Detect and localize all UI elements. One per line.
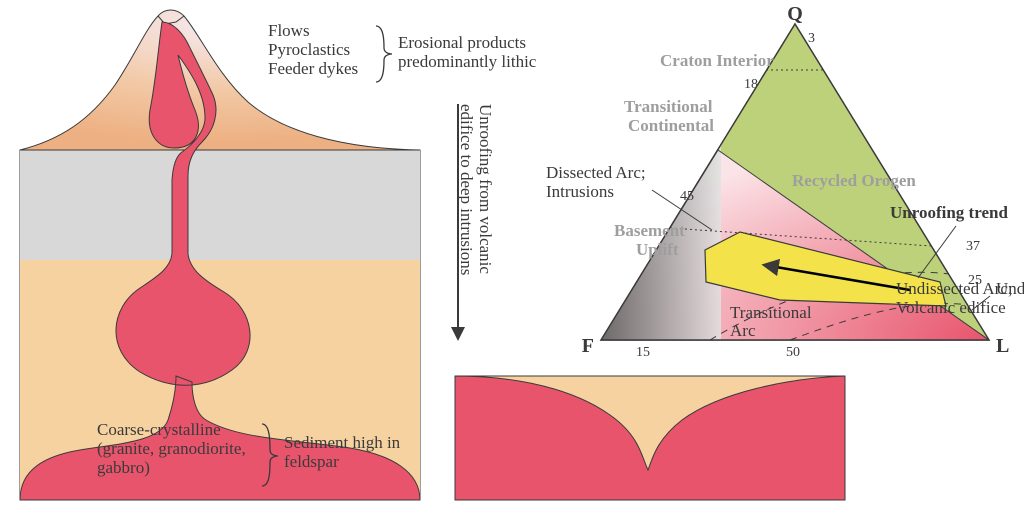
brace-top-line1: Erosional products <box>398 33 526 52</box>
fld-tc2: Continental <box>628 116 714 135</box>
num-15: 15 <box>636 345 650 360</box>
num-50: 50 <box>786 345 800 360</box>
undissected-line-2: Volcanic edifice <box>896 298 1006 317</box>
unroof-line1: Unroofing from volcanic <box>476 104 495 274</box>
label-coarse3: gabbro) <box>97 458 150 477</box>
field-basement-left <box>601 24 721 354</box>
fld-tc1: Transitional <box>624 97 713 116</box>
apex-f: F <box>582 335 594 357</box>
label-coarse1: Coarse-crystalline <box>97 420 221 439</box>
num-18: 18 <box>744 77 758 92</box>
label-pyro: Pyroclastics <box>268 40 350 59</box>
fld-ta1: Transitional <box>730 303 812 322</box>
num-37: 37 <box>966 239 980 254</box>
upper-crust-layer <box>20 150 420 260</box>
eroded-inset <box>455 376 845 500</box>
num-45: 45 <box>680 189 694 204</box>
brace-bot-line1: Sediment high in <box>284 433 401 452</box>
call-unroof: Unroofing trend <box>890 203 1008 222</box>
unroofing-arrow-group: Unroofing from volcanic edifice to deep … <box>457 104 495 334</box>
fld-ta2: Arc <box>730 321 756 340</box>
label-coarse2: (granite, granodiorite, <box>97 439 246 458</box>
label-flows: Flows <box>268 21 310 40</box>
fld-craton: Craton Interior <box>660 51 774 70</box>
fld-bu2: Uplift <box>636 240 679 259</box>
brace-top-line2: predominantly lithic <box>398 52 537 71</box>
fld-bu1: Basement <box>614 221 685 240</box>
undissected-line-1: Undissected Arc; <box>896 279 1013 298</box>
brace-bot-line2: feldspar <box>284 452 339 471</box>
fld-recycled: Recycled Orogen <box>792 171 916 190</box>
top-label-group: Flows Pyroclastics Feeder dykes Erosiona… <box>268 21 537 82</box>
brace-top-icon <box>376 26 392 82</box>
call-diss2: Intrusions <box>546 182 614 201</box>
apex-l: L <box>996 335 1009 357</box>
label-dykes: Feeder dykes <box>268 59 358 78</box>
volcano-edifice <box>20 10 420 150</box>
call-diss1: Dissected Arc; <box>546 163 646 182</box>
num-3: 3 <box>808 31 815 46</box>
apex-q: Q <box>787 3 803 25</box>
unroof-line2: edifice to deep intrusions <box>457 104 476 275</box>
